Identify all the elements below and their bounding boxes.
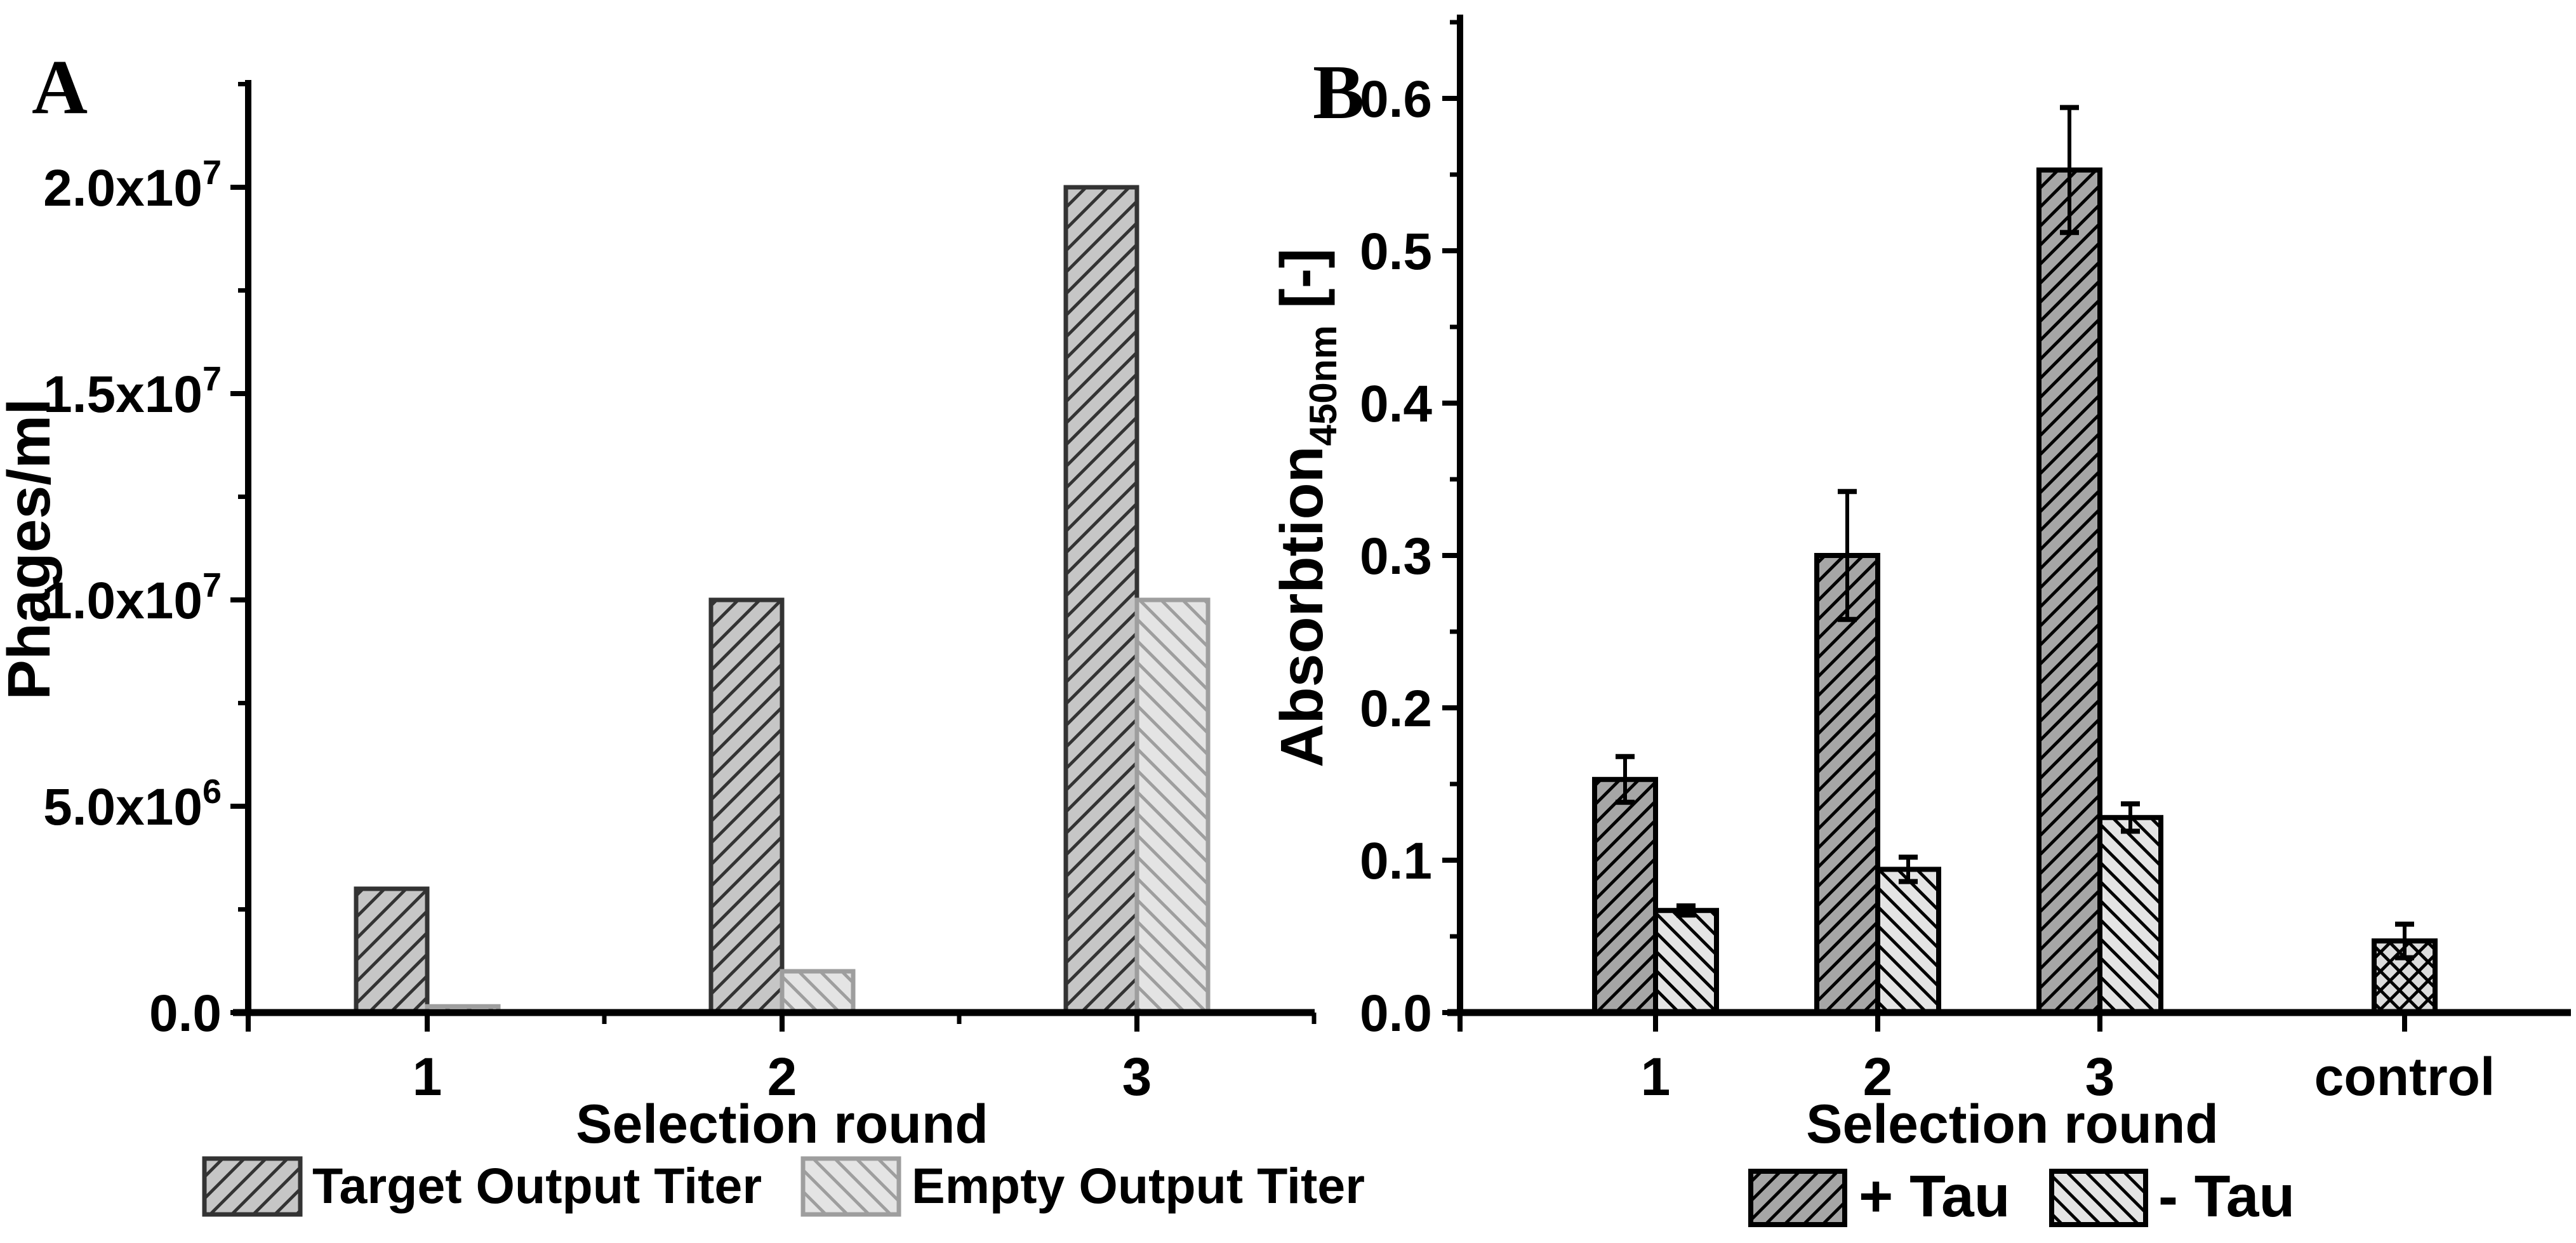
y-tick-label: 5.0x106 xyxy=(43,773,222,836)
x-tick-label-B-3: control xyxy=(2314,1047,2495,1107)
error-bar-B-s1-c0 xyxy=(1676,903,1696,918)
panel-letter-B: B xyxy=(1313,50,1364,135)
error-bar-B-s1-c1 xyxy=(1899,854,1918,884)
series-A-0 xyxy=(354,185,1139,1015)
y-tick-label: 0.3 xyxy=(1360,528,1432,585)
legend-swatch-B-0 xyxy=(1748,1169,1847,1227)
bar-B-s1-c0 xyxy=(1653,908,1719,1015)
panel-A: 0.0 5.0x106 1.0x107 1.5x107 2.0x107 1 2 3 Select… xyxy=(0,44,1365,1217)
error-bar-B-s0-c0 xyxy=(1616,754,1635,805)
y-tick-label: 0.1 xyxy=(1360,832,1432,890)
series-B-2 xyxy=(2372,921,2438,1015)
axes-A: 0.0 5.0x106 1.0x107 1.5x107 2.0x107 1 2 3 xyxy=(43,80,1317,1107)
y-tick-label: 2.0x107 xyxy=(43,154,222,217)
y-axis-title-B: Absorbtion450nm [-] xyxy=(1268,248,1344,768)
y-tick-label: 1.0x107 xyxy=(43,566,222,630)
y-tick-label: 0.2 xyxy=(1360,680,1432,738)
bar-A-s0-c2 xyxy=(1063,185,1139,1015)
series-B-0 xyxy=(1592,105,2102,1016)
bar-B-s1-c1 xyxy=(1875,867,1941,1016)
legend-label-A-0: Target Output Titer xyxy=(312,1157,762,1214)
legend-label-B-1: - Tau xyxy=(2158,1163,2295,1229)
error-bar-B-s0-c2 xyxy=(2060,105,2079,236)
y-tick-label: 0.5 xyxy=(1360,223,1432,281)
legend-label-B-0: + Tau xyxy=(1859,1163,2010,1229)
legend-label-A-1: Empty Output Titer xyxy=(912,1157,1365,1214)
bar-A-s1-c1 xyxy=(780,969,856,1015)
x-tick-label-A-0: 1 xyxy=(413,1047,442,1107)
panel-letter-A: A xyxy=(32,44,88,130)
bar-A-s0-c1 xyxy=(708,597,785,1015)
y-tick-label: 0.0 xyxy=(1360,985,1432,1042)
series-B-1 xyxy=(1653,801,2163,1016)
error-bar-B-s2-c3 xyxy=(2395,921,2414,960)
y-tick-label: 0.4 xyxy=(1360,375,1432,433)
bar-B-s0-c2 xyxy=(2036,167,2102,1015)
x-tick-label-A-2: 3 xyxy=(1122,1047,1152,1107)
x-tick-label-B-2: 3 xyxy=(2085,1047,2115,1107)
axes-B: 0.0 0.1 0.2 0.3 0.4 0.5 0.6 1 2 3 control xyxy=(1360,15,2571,1107)
bar-A-s0-c0 xyxy=(354,886,430,1015)
panel-B: 0.0 0.1 0.2 0.3 0.4 0.5 0.6 1 2 3 control Selection… xyxy=(1268,15,2571,1229)
legend-swatch-B-1 xyxy=(2049,1169,2148,1227)
error-bar-B-s1-c2 xyxy=(2121,801,2140,834)
legend-swatch-A-1 xyxy=(800,1156,901,1217)
x-tick-label-B-1: 2 xyxy=(1863,1047,1893,1107)
legend-B: + Tau - Tau xyxy=(1748,1163,2295,1229)
y-tick-label: 0.6 xyxy=(1360,70,1432,128)
bar-B-s0-c1 xyxy=(1814,553,1880,1015)
bar-B-s0-c0 xyxy=(1592,776,1658,1016)
x-axis-title-A: Selection round xyxy=(576,1094,988,1155)
legend-swatch-A-0 xyxy=(202,1156,303,1217)
bar-A-s1-c2 xyxy=(1134,597,1211,1015)
x-tick-label-A-1: 2 xyxy=(767,1047,797,1107)
y-axis-title-A: Phages/ml xyxy=(0,398,63,700)
y-tick-label: 0.0 xyxy=(149,985,222,1042)
error-bar-B-s0-c1 xyxy=(1838,489,1857,622)
x-tick-label-B-0: 1 xyxy=(1641,1047,1671,1107)
y-tick-label: 1.5x107 xyxy=(43,360,222,423)
x-axis-title-B: Selection round xyxy=(1806,1094,2219,1155)
legend-A: Target Output Titer Empty Output Titer xyxy=(202,1156,1365,1217)
bar-B-s1-c2 xyxy=(2097,814,2163,1016)
